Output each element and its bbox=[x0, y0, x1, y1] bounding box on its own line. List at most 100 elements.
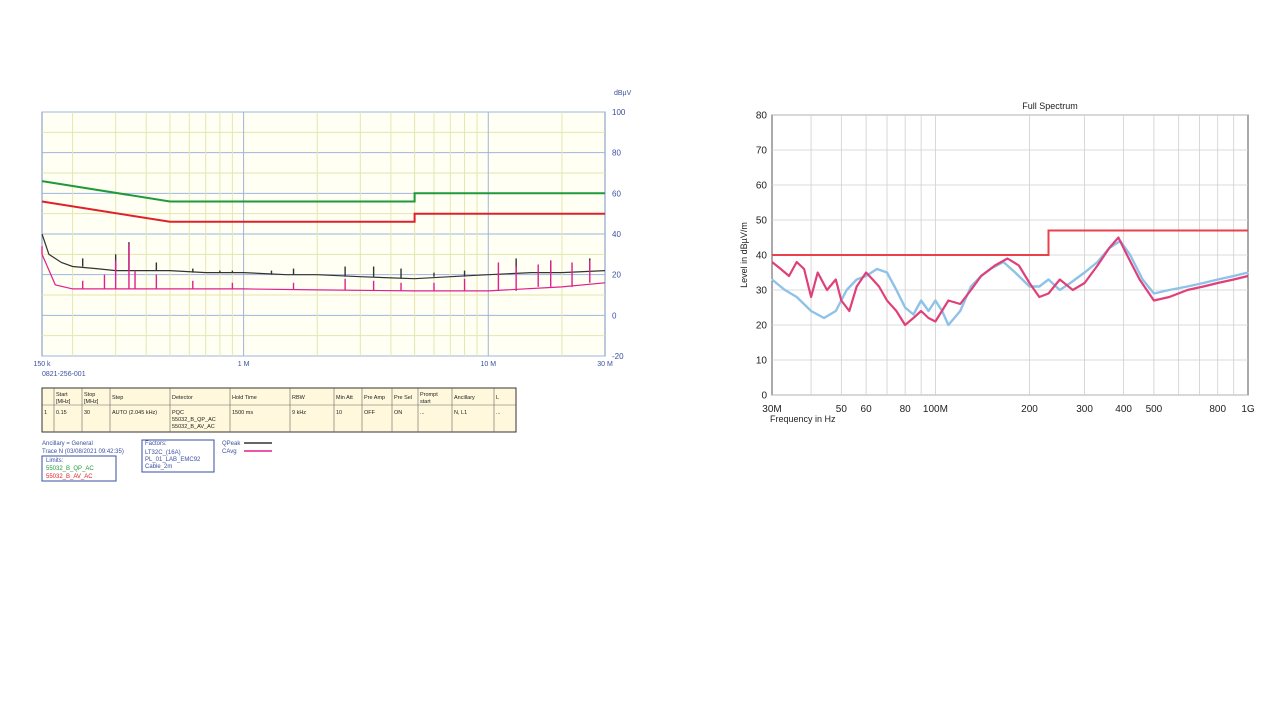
series-point bbox=[904, 306, 906, 309]
limit-line bbox=[41, 200, 605, 223]
series-point bbox=[1168, 296, 1170, 298]
x-tick-label: 500 bbox=[1146, 404, 1163, 415]
series-point bbox=[934, 299, 937, 302]
y-tick-label: 10 bbox=[756, 356, 768, 367]
series-point bbox=[1108, 247, 1110, 249]
series-point bbox=[980, 275, 982, 277]
series-point bbox=[865, 271, 867, 274]
series-point bbox=[876, 268, 878, 270]
y-tick-label: 50 bbox=[756, 216, 768, 227]
series-point bbox=[1096, 264, 1099, 267]
x-tick-label: 300 bbox=[1076, 404, 1093, 415]
series-point bbox=[856, 285, 858, 288]
table-cell: OFF bbox=[364, 410, 376, 416]
series-point bbox=[835, 310, 837, 312]
legend-limits-box bbox=[41, 455, 117, 482]
y-tick-label: 0 bbox=[612, 311, 617, 320]
series-point bbox=[980, 275, 982, 277]
table-cell: AUTO (2.045 kHz) bbox=[112, 410, 157, 416]
legend-trace-label: CAvg bbox=[222, 449, 237, 455]
series-point bbox=[1047, 292, 1050, 295]
table-cell: ... bbox=[496, 410, 501, 416]
y-tick-label: 60 bbox=[612, 189, 621, 198]
series-point bbox=[912, 313, 915, 316]
series-point bbox=[1153, 299, 1155, 302]
legend-trace: Trace N (03/08/2021 09:42:35) bbox=[42, 449, 124, 455]
series-point bbox=[1217, 278, 1219, 281]
x-tick-label: 400 bbox=[1115, 404, 1132, 415]
series-point bbox=[1014, 271, 1016, 274]
legend-limit-item: 55032_B_QP_AC bbox=[46, 466, 94, 472]
series-point bbox=[840, 299, 842, 302]
limit-line bbox=[772, 229, 1248, 256]
series-point bbox=[848, 310, 850, 312]
x-axis-label: Frequency in Hz bbox=[770, 414, 836, 424]
table-header-cell: L bbox=[496, 395, 499, 401]
y-tick-label: -20 bbox=[612, 352, 624, 361]
legend-trace-label: QPeak bbox=[222, 441, 241, 447]
series-point bbox=[1233, 278, 1235, 281]
table-header-cell: Min Att bbox=[336, 395, 353, 401]
series-point bbox=[895, 310, 898, 312]
series-line bbox=[771, 236, 1249, 327]
legend-limits-title: Limits: bbox=[46, 458, 64, 464]
table-header-cell: Ancillary bbox=[454, 395, 475, 401]
series-point bbox=[941, 310, 943, 312]
table-header-cell: Pre Amp bbox=[364, 395, 385, 401]
y-axis-label: Level in dBµV/m bbox=[739, 222, 749, 288]
series-point bbox=[796, 261, 798, 263]
series-point bbox=[1202, 285, 1204, 288]
series-point bbox=[1108, 247, 1110, 249]
series-point bbox=[1069, 282, 1071, 284]
series-point bbox=[1129, 254, 1131, 256]
series-point bbox=[1153, 292, 1155, 295]
series-point bbox=[1047, 278, 1050, 281]
y-tick-label: 20 bbox=[612, 271, 621, 280]
series-point bbox=[878, 285, 880, 288]
series-point bbox=[1119, 240, 1121, 242]
settings-table bbox=[41, 387, 517, 433]
y-tick-label: 80 bbox=[756, 111, 768, 122]
y-tick-label: 0 bbox=[761, 391, 767, 402]
conducted-emission-chart: dBµV 100 80 60 40 20 0 -20 150 k 1 M 10 M 30 M 0821-… bbox=[33, 90, 632, 482]
table-cell: 1500 ms bbox=[232, 410, 253, 416]
series-point bbox=[927, 310, 930, 312]
table-cell: PQC 55032_B_QP_AC 55032_B_AV_AC bbox=[172, 410, 216, 430]
table-cell: ON bbox=[394, 410, 402, 416]
table-header-cell: Stop [MHz] bbox=[84, 392, 99, 405]
table-header-cell: Pre Sel bbox=[394, 395, 412, 401]
series-point bbox=[1139, 278, 1141, 281]
series-point bbox=[1247, 271, 1249, 274]
series-point bbox=[904, 324, 906, 326]
series-point bbox=[1186, 285, 1188, 288]
series-point bbox=[771, 278, 773, 281]
series-point bbox=[1096, 261, 1099, 263]
series-point bbox=[1059, 289, 1061, 291]
series-point bbox=[817, 271, 819, 274]
legend-factor-item: LT32C_(16A) bbox=[145, 450, 181, 456]
series-point bbox=[872, 278, 874, 281]
x-tick-label: 200 bbox=[1021, 404, 1038, 415]
series-point bbox=[1084, 271, 1086, 274]
series-point bbox=[1247, 275, 1249, 277]
series-point bbox=[1217, 282, 1219, 284]
legend-factors-box bbox=[141, 439, 215, 473]
series-point bbox=[970, 285, 972, 288]
series-point bbox=[920, 310, 922, 312]
table-header-cell: Start [MHz] bbox=[56, 392, 71, 405]
series-point bbox=[1002, 261, 1005, 263]
table-cell: 1 bbox=[44, 410, 47, 416]
x-tick-label: 10 M bbox=[480, 361, 496, 368]
series-point bbox=[788, 275, 790, 277]
x-tick-label: 80 bbox=[900, 404, 912, 415]
series-point bbox=[780, 268, 782, 270]
y-tick-label: 80 bbox=[612, 149, 621, 158]
table-header-cell: Prompt start bbox=[420, 392, 438, 405]
y-tick-label: 20 bbox=[756, 321, 768, 332]
series-point bbox=[823, 317, 825, 319]
legend-ancillary: Ancillary = General bbox=[42, 441, 93, 447]
series-point bbox=[947, 324, 950, 326]
table-cell: 0.15 bbox=[56, 410, 67, 416]
legend-limit-item: 55032_B_AV_AC bbox=[46, 474, 93, 480]
series-point bbox=[989, 268, 992, 270]
